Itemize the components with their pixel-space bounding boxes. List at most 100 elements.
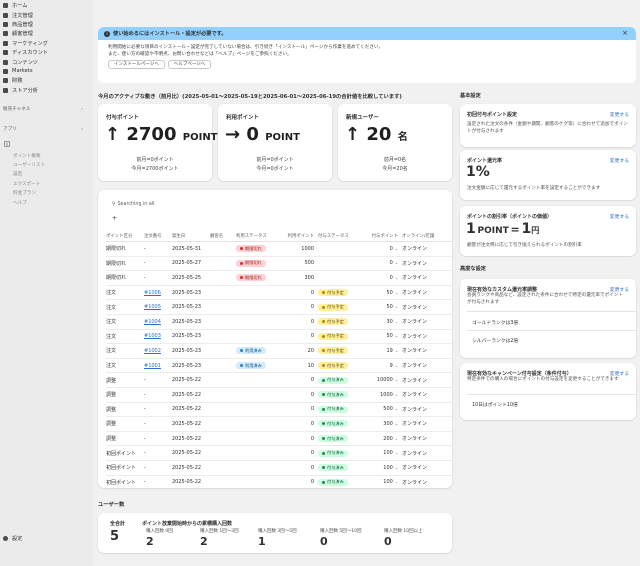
app-subitem[interactable]: ユーザーリスト xyxy=(13,162,46,168)
nav-item-7[interactable]: Markets xyxy=(0,67,93,76)
table-cell: 初回ポイント xyxy=(106,479,144,486)
campaign-edit-link[interactable]: 変更する xyxy=(609,372,629,377)
column-header[interactable]: 顧客名 xyxy=(210,234,224,239)
nav-item-8[interactable]: 財務 xyxy=(0,76,93,85)
apps-section[interactable]: アプリ › xyxy=(0,125,93,134)
points-select[interactable]: 50 ⌄ xyxy=(386,304,398,310)
chevron-down-icon: ⌄ xyxy=(394,420,398,426)
table-row[interactable]: 調整 - 2025-05-22 0 付与済み 300 ⌄ オンライン xyxy=(106,417,452,432)
cell-text: 2025-05-22 xyxy=(172,464,202,471)
app-subitem[interactable]: エクスポート xyxy=(13,181,41,187)
app-subitem[interactable]: 料金プラン xyxy=(13,191,36,197)
points-select[interactable]: 300 ⌄ xyxy=(383,421,398,427)
app-subitem[interactable]: 設定 xyxy=(13,172,23,178)
points-select[interactable]: 0 ⌄ xyxy=(390,246,398,252)
order-link[interactable]: #1005 xyxy=(144,304,161,311)
nav-item-4[interactable]: マーケティング xyxy=(0,39,93,48)
column-header[interactable]: 利用ステータス xyxy=(236,234,267,239)
table-row[interactable]: 調整 - 2025-05-22 0 付与済み 10000 ⌄ オンライン xyxy=(106,373,452,388)
app-subitem[interactable]: ヘルプ xyxy=(13,200,27,206)
table-row[interactable]: 調整 - 2025-05-22 0 付与済み 500 ⌄ オンライン xyxy=(106,403,452,418)
nav-item-5[interactable]: ディスカウント xyxy=(0,48,93,57)
points-select[interactable]: 19 ⌄ xyxy=(386,348,398,354)
nav-item-0[interactable]: ホーム xyxy=(0,1,93,10)
table-row[interactable]: 初回ポイント - 2025-05-22 0 付与済み 100 ⌄ オンライン xyxy=(106,461,452,476)
cell-text: 初回ポイント xyxy=(106,450,137,457)
nav-item-2[interactable]: 商品管理 xyxy=(0,20,93,29)
table-row[interactable]: 期限切れ - 2025-05-25 期限切れ 300 0 ⌄ オンライン xyxy=(106,271,452,286)
points-value: 100 xyxy=(383,450,393,457)
rate-edit-link[interactable]: 変更する xyxy=(609,159,629,164)
cell-text: オンライン xyxy=(402,465,428,472)
table-row[interactable]: 注文 #1005 2025-05-23 0 付与予定 50 ⌄ オンライン xyxy=(106,300,452,315)
table-cell: 付与済み xyxy=(318,420,364,428)
cell-text: オンライン xyxy=(402,436,428,443)
points-select[interactable]: 200 ⌄ xyxy=(383,436,398,442)
table-row[interactable]: 注文 #1002 2025-05-23 利用済み 20 付与予定 19 ⌄ オンライン xyxy=(106,344,452,359)
table-row[interactable]: 初回ポイント - 2025-05-22 0 付与済み 100 ⌄ オンライン xyxy=(106,476,452,491)
points-select[interactable]: 0 ⌄ xyxy=(390,260,398,266)
order-link[interactable]: #1001 xyxy=(144,362,161,369)
order-link[interactable]: #1006 xyxy=(144,289,161,296)
table-row[interactable]: 調整 - 2025-05-22 0 付与済み 1000 ⌄ オンライン xyxy=(106,388,452,403)
kpi-curr: 今月=2700ポイント xyxy=(131,166,179,172)
status-dot-icon xyxy=(322,364,325,368)
nav-item-3[interactable]: 顧客管理 xyxy=(0,29,93,38)
cell-text: 300 xyxy=(304,274,314,281)
search-field[interactable]: ⚲ Searching in all xyxy=(112,202,154,207)
table-row[interactable]: 期限切れ - 2025-05-31 期限切れ 1000 0 ⌄ オンライン xyxy=(106,242,452,257)
column-header[interactable]: 付与ステータス xyxy=(318,234,349,239)
points-select[interactable]: 100 ⌄ xyxy=(383,465,398,471)
nav-item-1[interactable]: 注文管理 xyxy=(0,10,93,19)
points-select[interactable]: 1000 ⌄ xyxy=(380,392,398,398)
order-link[interactable]: #1003 xyxy=(144,333,161,340)
status-dot-icon xyxy=(322,466,325,470)
table-row[interactable]: 調整 - 2025-05-22 0 付与済み 200 ⌄ オンライン xyxy=(106,432,452,447)
install-page-button[interactable]: インストールページへ xyxy=(108,60,165,69)
nav-item-6[interactable]: コンテンツ xyxy=(0,57,93,66)
cell-text: 0 xyxy=(310,318,314,325)
first-points-edit-link[interactable]: 変更する xyxy=(609,113,629,118)
points-select[interactable]: 0 ⌄ xyxy=(390,275,398,281)
campaign-item: 10日はポイント10倍 xyxy=(472,403,518,408)
table-row[interactable]: 注文 #1001 2025-05-23 利用済み 10 付与予定 9 ⌄ オンライン xyxy=(106,359,452,374)
points-select[interactable]: 50 ⌄ xyxy=(386,290,398,296)
app-icon[interactable]: h xyxy=(4,140,10,147)
conversion-edit-link[interactable]: 変更する xyxy=(609,215,629,220)
column-header[interactable]: ポイント区分 xyxy=(106,234,133,239)
column-header[interactable]: 利用ポイント xyxy=(287,234,314,239)
column-header[interactable]: オンライン/店舗 xyxy=(402,234,435,239)
app-subitem[interactable]: ポイント概要 xyxy=(13,153,41,159)
content-icon xyxy=(3,59,8,65)
nav-item-9[interactable]: ストア分析 xyxy=(0,86,93,95)
table-row[interactable]: 期限切れ - 2025-05-27 期限切れ 500 0 ⌄ オンライン xyxy=(106,257,452,272)
order-link[interactable]: #1004 xyxy=(144,318,161,325)
points-select[interactable]: 10000 ⌄ xyxy=(377,377,398,383)
points-select[interactable]: 9 ⌄ xyxy=(390,363,398,369)
points-select[interactable]: 500 ⌄ xyxy=(383,406,398,412)
close-icon[interactable]: × xyxy=(622,29,628,37)
table-row[interactable]: 注文 #1003 2025-05-23 0 付与予定 50 ⌄ オンライン xyxy=(106,330,452,345)
kpi-unit: POINT xyxy=(182,132,218,143)
points-select[interactable]: 30 ⌄ xyxy=(386,319,398,325)
table-row[interactable]: 初回ポイント - 2025-05-22 0 付与済み 100 ⌄ オンライン xyxy=(106,446,452,461)
order-link[interactable]: #1002 xyxy=(144,347,161,354)
points-select[interactable]: 50 ⌄ xyxy=(386,333,398,339)
table-cell: 期限切れ xyxy=(236,245,282,253)
column-header[interactable]: 注文番号 xyxy=(144,234,162,239)
points-select[interactable]: 100 ⌄ xyxy=(383,479,398,485)
table-row[interactable]: 注文 #1004 2025-05-23 0 付与予定 30 ⌄ オンライン xyxy=(106,315,452,330)
table-row[interactable]: 注文 #1006 2025-05-23 0 付与予定 50 ⌄ オンライン xyxy=(106,286,452,301)
sales-channels-section[interactable]: 販売チャネル › xyxy=(0,105,93,114)
column-header[interactable]: 付与ポイント xyxy=(371,234,398,239)
table-cell: - xyxy=(144,377,172,383)
table-cell: - xyxy=(144,406,172,412)
nav-settings[interactable]: 設定 xyxy=(0,534,22,543)
column-header[interactable]: 発生日 xyxy=(172,234,186,239)
table-cell: オンライン xyxy=(402,318,446,325)
rank-edit-link[interactable]: 変更する xyxy=(609,288,629,293)
add-filter-button[interactable]: + xyxy=(112,215,118,222)
points-select[interactable]: 100 ⌄ xyxy=(383,450,398,456)
cell-text: - xyxy=(144,245,146,252)
help-page-button[interactable]: ヘルプページへ xyxy=(167,60,212,69)
